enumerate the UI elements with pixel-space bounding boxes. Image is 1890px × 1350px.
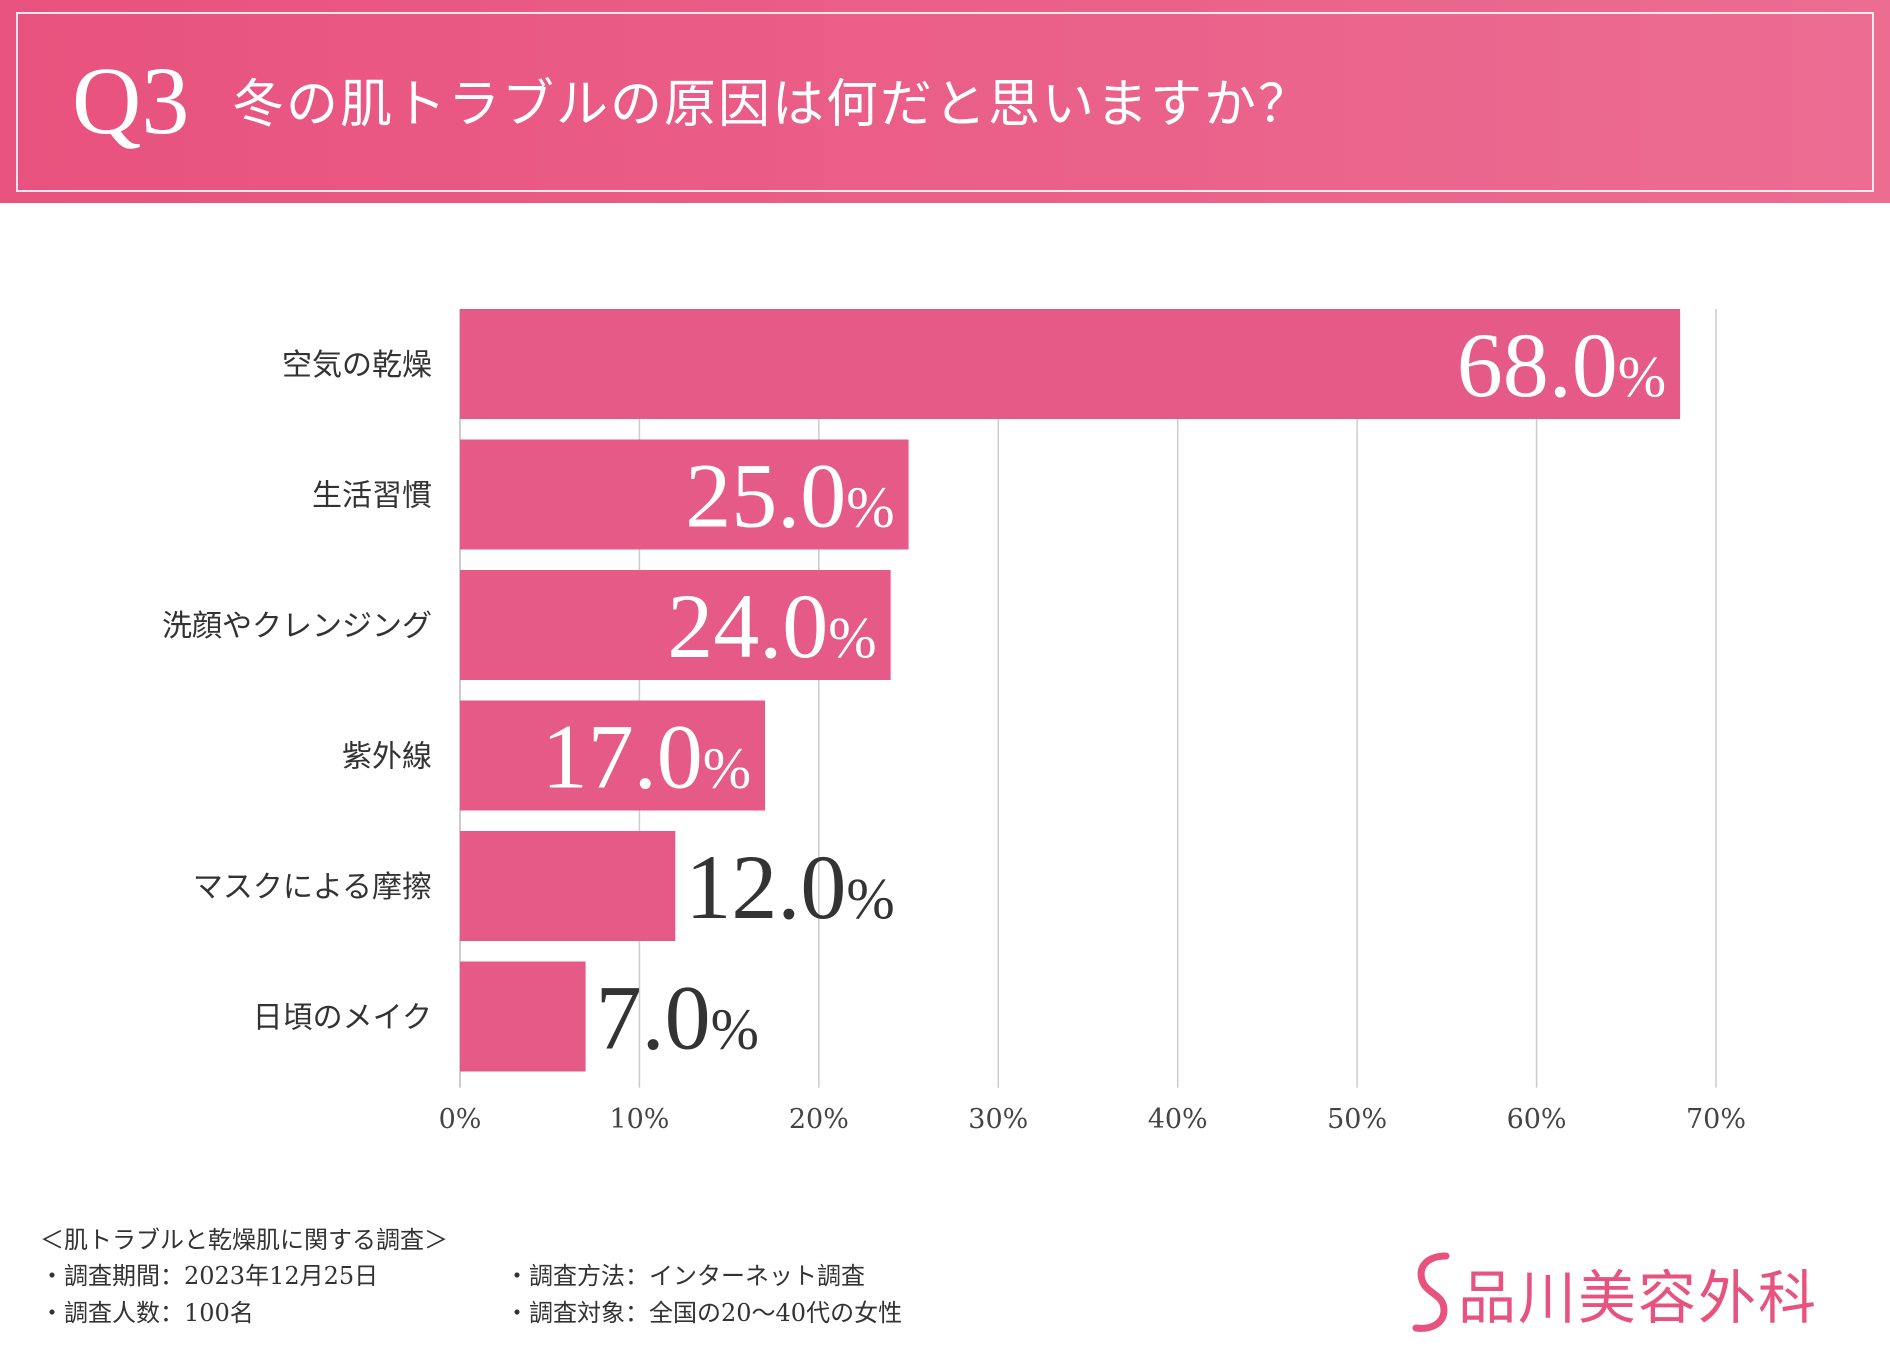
brand-name: 品川美容外科 [1458, 1264, 1819, 1332]
survey-title: ＜肌トラブルと乾燥肌に関する調査＞ [40, 1226, 448, 1254]
survey-method: ・調査方法：インターネット調査 [505, 1262, 865, 1290]
survey-target: ・調査対象：全国の20〜40代の女性 [505, 1299, 903, 1327]
x-tick-label: 60% [1507, 1104, 1567, 1135]
data-label: 7.0% [596, 967, 759, 1069]
bar [460, 831, 676, 941]
x-tick-label: 40% [1148, 1104, 1208, 1135]
data-label: 17.0% [542, 706, 751, 808]
category-label: 生活習慣 [312, 479, 432, 514]
bar-chart: 0% 10% 20% 30% 40% 50% 60% 70% 空気の乾燥 68.0% 生活習慣 25.… [162, 309, 1746, 1135]
category-label: 空気の乾燥 [282, 348, 432, 383]
category-label: 洗顔やクレンジング [162, 609, 432, 644]
bar [460, 439, 909, 550]
data-label: 12.0% [685, 836, 894, 938]
question-number: Q3 [72, 47, 190, 154]
header-frame [16, 12, 1874, 192]
brand-logo: 品川美容外科 [1410, 1248, 1818, 1338]
bar [460, 309, 1681, 419]
s-swoosh-icon [1412, 1252, 1450, 1332]
survey-respondents: ・調査人数：100名 [40, 1299, 254, 1327]
survey-period: ・調査期間：2023年12月25日 [40, 1262, 379, 1290]
x-tick-label: 10% [609, 1104, 669, 1135]
category-label: 日頃のメイク [253, 1001, 432, 1036]
bar [460, 570, 891, 680]
x-tick-label: 70% [1686, 1104, 1746, 1135]
question-title: 冬の肌トラブルの原因は何だと思いますか？ [232, 75, 1313, 135]
data-label: 68.0% [1457, 314, 1666, 416]
category-label: マスクによる摩擦 [193, 870, 432, 905]
data-label: 24.0% [667, 575, 876, 677]
header-banner: Q3 冬の肌トラブルの原因は何だと思いますか？ [0, 0, 1890, 203]
x-tick-label: 20% [789, 1104, 849, 1135]
bar [460, 700, 766, 811]
x-tick-label: 0% [439, 1104, 482, 1135]
bar [460, 961, 586, 1072]
data-label: 25.0% [685, 445, 894, 547]
x-tick-label: 30% [968, 1104, 1028, 1135]
category-label: 紫外線 [342, 740, 432, 775]
x-tick-label: 50% [1327, 1104, 1387, 1135]
